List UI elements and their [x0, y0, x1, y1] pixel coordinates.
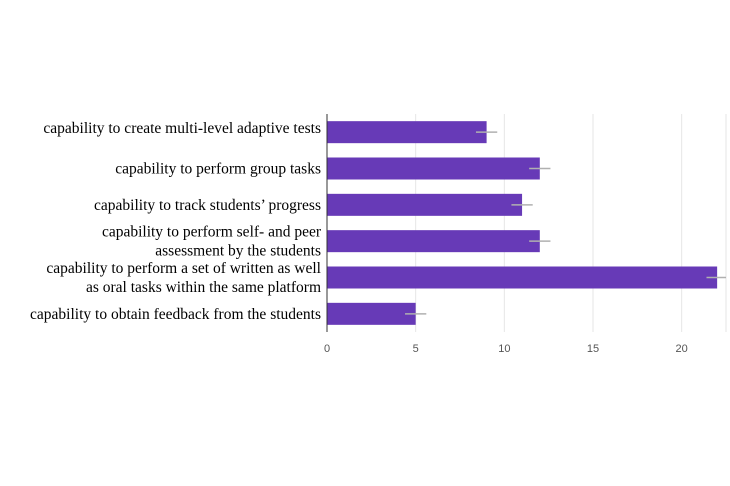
bar [327, 121, 487, 144]
x-tick-label: 20 [676, 343, 688, 355]
bar [327, 302, 416, 325]
x-tick-label: 0 [324, 343, 330, 355]
category-label: capability to track students’ progress [94, 197, 321, 214]
category-label: capability to perform group tasks [115, 161, 321, 178]
gridlines [326, 114, 727, 332]
bars [327, 121, 718, 325]
category-label: capability to perform a set of written a… [46, 260, 321, 277]
x-tick-label: 5 [413, 343, 419, 355]
category-labels: capability to create multi-level adaptiv… [30, 120, 322, 323]
category-label: assessment by the students [155, 243, 321, 260]
category-label: capability to obtain feedback from the s… [30, 306, 321, 323]
bar [327, 157, 540, 180]
category-label: as oral tasks within the same platform [86, 279, 321, 296]
category-label: capability to create multi-level adaptiv… [43, 120, 321, 137]
bar [327, 266, 718, 289]
bar [327, 193, 523, 216]
bar [327, 230, 540, 253]
x-tick-label: 10 [498, 343, 510, 355]
category-label: capability to perform self- and peer [102, 224, 322, 241]
error-bars [405, 131, 726, 315]
x-tick-label: 15 [587, 343, 599, 355]
x-tick-labels: 0 5 10 15 20 [324, 343, 688, 355]
